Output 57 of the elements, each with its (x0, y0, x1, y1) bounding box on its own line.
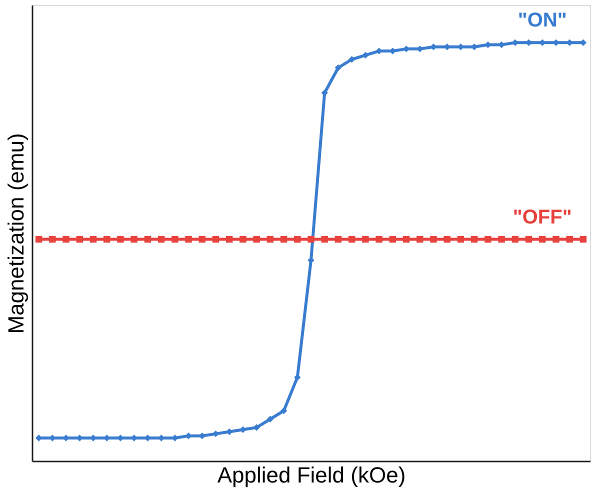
point (430, 236, 437, 243)
point (334, 64, 342, 72)
point (144, 236, 152, 243)
point (580, 236, 587, 243)
point (172, 236, 178, 243)
point (362, 52, 369, 59)
point (457, 236, 464, 243)
point (376, 236, 382, 243)
point (484, 236, 492, 243)
point (470, 236, 478, 243)
point (280, 236, 288, 243)
series-label: "OFF" (512, 206, 572, 228)
point (280, 407, 288, 414)
point (212, 236, 220, 243)
x-axis-title: Applied Field (kOe) (217, 462, 406, 488)
point (90, 236, 97, 243)
series-label: "ON" (518, 10, 567, 32)
point (35, 236, 42, 243)
point (348, 56, 356, 63)
point (416, 236, 424, 243)
point (308, 236, 314, 243)
point (212, 430, 220, 438)
point (416, 46, 424, 52)
point (226, 428, 233, 436)
point (539, 236, 546, 243)
point (334, 236, 342, 243)
y-axis-title: Magnetization (emu) (4, 133, 28, 334)
point (525, 236, 532, 243)
point (321, 90, 328, 96)
point (294, 236, 301, 243)
point (444, 236, 450, 243)
point (362, 236, 369, 243)
point (389, 236, 396, 243)
point (321, 236, 328, 243)
point (49, 236, 56, 243)
point (266, 236, 274, 243)
point (130, 236, 138, 243)
point (62, 236, 70, 243)
point (348, 236, 356, 243)
point (240, 426, 246, 433)
point (158, 236, 165, 243)
point (566, 236, 573, 243)
point (104, 236, 110, 243)
point (253, 424, 260, 431)
point (402, 236, 410, 243)
point (226, 236, 233, 243)
point (240, 236, 246, 243)
point (76, 236, 83, 243)
point (552, 236, 560, 243)
point (266, 416, 274, 423)
point (185, 432, 192, 440)
point (198, 236, 206, 243)
point (117, 236, 124, 243)
point (498, 236, 505, 243)
point (185, 236, 192, 243)
point (512, 236, 518, 243)
point (253, 236, 260, 243)
